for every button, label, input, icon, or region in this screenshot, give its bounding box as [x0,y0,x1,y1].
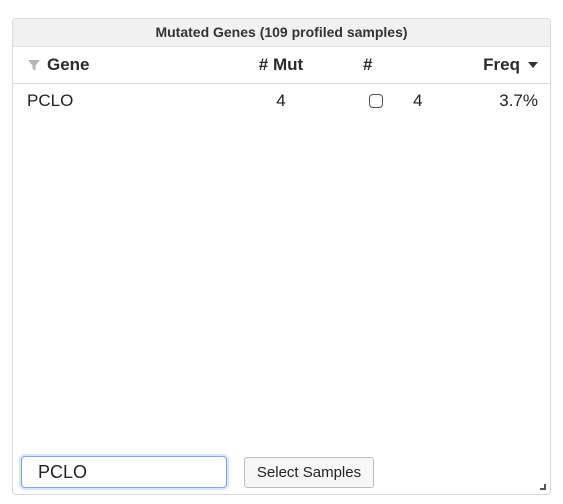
mut-column-label: # Mut [258,55,304,74]
freq-column-label: Freq [483,55,520,74]
table-header: Gene # Mut # Freq [13,47,550,84]
num-column-label: # [363,55,373,74]
table-row[interactable]: PCLO 4 4 3.7% [13,84,550,118]
num-column-header[interactable]: # [363,47,372,83]
sample-count-cell: 4 [413,91,423,110]
sort-desc-icon[interactable] [528,62,538,68]
row-select-checkbox[interactable] [369,94,383,108]
freq-cell: 3.7% [499,91,538,110]
select-samples-button[interactable]: Select Samples [244,457,374,488]
gene-column-label: Gene [47,55,90,74]
panel-title: Mutated Genes (109 profiled samples) [13,19,550,47]
mut-column-header[interactable]: # Mut [251,47,311,83]
mut-count-cell: 4 [276,91,286,110]
gene-column-header[interactable]: Gene [27,47,90,83]
resize-handle-icon[interactable] [540,484,546,490]
freq-column-header[interactable]: Freq [483,47,538,83]
gene-search-input[interactable] [21,456,227,488]
gene-cell[interactable]: PCLO [27,91,74,110]
filter-icon[interactable] [27,58,41,72]
mutated-genes-panel: Mutated Genes (109 profiled samples) Gen… [12,18,551,495]
